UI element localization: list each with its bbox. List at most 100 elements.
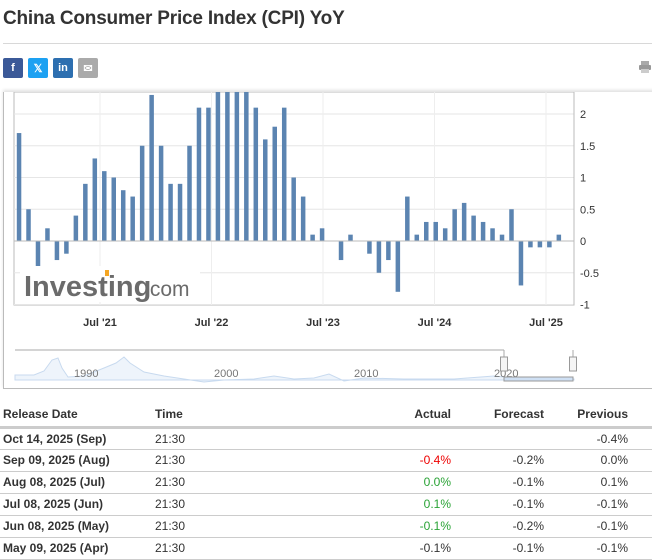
bar-feb-2022[interactable] [178, 184, 183, 241]
bar-oct-2023[interactable] [367, 241, 372, 254]
bar-dec-2020[interactable] [45, 228, 50, 241]
bar-oct-2021[interactable] [140, 146, 145, 241]
cell-actual: -0.1% [364, 537, 454, 559]
bar-jun-2021[interactable] [102, 171, 107, 241]
bar-feb-2025[interactable] [519, 241, 524, 285]
x-tick-label: Jul '21 [83, 317, 117, 329]
bar-apr-2021[interactable] [83, 184, 88, 241]
divider [3, 43, 652, 44]
cell-previous: -0.1% [547, 493, 631, 515]
cell-time: 21:30 [152, 493, 364, 515]
cell-time: 21:30 [152, 427, 364, 449]
bar-apr-2023[interactable] [310, 235, 315, 241]
y-tick-label: -1 [580, 300, 590, 312]
cell-date: May 09, 2025 (Apr) [0, 537, 152, 559]
header-previous[interactable]: Previous [547, 402, 631, 427]
bar-jan-2023[interactable] [282, 108, 287, 241]
cell-forecast: -0.2% [454, 515, 547, 537]
cell-previous: -0.4% [547, 427, 631, 449]
bar-mar-2025[interactable] [528, 241, 533, 247]
header-release-date[interactable]: Release Date [0, 402, 152, 427]
cell-date: Aug 08, 2025 (Jul) [0, 471, 152, 493]
navigator-year-label: 1990 [74, 368, 98, 380]
bar-may-2022[interactable] [206, 108, 211, 241]
x-tick-label: Jul '22 [195, 317, 229, 329]
bar-nov-2023[interactable] [377, 241, 382, 273]
bar-sep-2020[interactable] [17, 133, 22, 241]
left-range-handle[interactable] [501, 357, 508, 371]
bar-jan-2022[interactable] [168, 184, 173, 241]
y-tick-label: 0 [580, 236, 586, 248]
x-twitter-share-icon[interactable]: 𝕏 [28, 58, 48, 78]
cell-time: 21:30 [152, 515, 364, 537]
page-title: China Consumer Price Index (CPI) YoY [3, 8, 345, 30]
bar-apr-2022[interactable] [197, 108, 202, 241]
bar-feb-2023[interactable] [291, 178, 296, 242]
header-actual[interactable]: Actual [364, 402, 454, 427]
bar-oct-2020[interactable] [26, 209, 31, 241]
bar-jun-2025[interactable] [557, 235, 562, 241]
cell-forecast: -0.2% [454, 449, 547, 471]
bar-feb-2021[interactable] [64, 241, 69, 254]
bar-apr-2025[interactable] [538, 241, 543, 247]
bar-mar-2024[interactable] [415, 235, 420, 241]
right-range-handle[interactable] [570, 357, 577, 371]
bar-mar-2021[interactable] [74, 216, 79, 241]
bar-jan-2021[interactable] [55, 241, 60, 260]
bar-nov-2022[interactable] [263, 139, 268, 241]
bar-may-2024[interactable] [433, 222, 438, 241]
bar-apr-2024[interactable] [424, 222, 429, 241]
cell-previous: -0.1% [547, 537, 631, 559]
bar-oct-2024[interactable] [481, 222, 486, 241]
bar-may-2023[interactable] [320, 228, 325, 241]
bar-jun-2024[interactable] [443, 228, 448, 241]
bar-sep-2021[interactable] [130, 197, 135, 241]
cell-time: 21:30 [152, 449, 364, 471]
bar-dec-2023[interactable] [386, 241, 391, 260]
bar-aug-2022[interactable] [235, 92, 240, 241]
cell-date: Sep 09, 2025 (Aug) [0, 449, 152, 471]
bar-jun-2022[interactable] [216, 92, 221, 241]
print-icon[interactable] [638, 60, 652, 74]
bar-jul-2022[interactable] [225, 92, 230, 241]
bar-mar-2022[interactable] [187, 146, 192, 241]
navigator-selected-range[interactable] [504, 377, 573, 381]
cell-actual: -0.1% [364, 515, 454, 537]
bar-oct-2022[interactable] [254, 108, 258, 241]
bar-nov-2021[interactable] [149, 95, 154, 241]
bar-dec-2024[interactable] [500, 235, 505, 241]
bar-nov-2024[interactable] [490, 228, 495, 241]
bar-may-2021[interactable] [93, 158, 98, 241]
bar-mar-2023[interactable] [301, 197, 306, 241]
bar-dec-2022[interactable] [272, 127, 277, 241]
bar-jul-2021[interactable] [112, 178, 117, 242]
bar-sep-2022[interactable] [244, 92, 249, 241]
bar-aug-2021[interactable] [121, 190, 126, 241]
bar-aug-2024[interactable] [462, 203, 467, 241]
cell-actual: 0.0% [364, 471, 454, 493]
bar-jan-2025[interactable] [509, 209, 514, 241]
cell-forecast: -0.1% [454, 493, 547, 515]
cell-date: Jul 08, 2025 (Jun) [0, 493, 152, 515]
facebook-share-icon[interactable]: f [3, 58, 23, 78]
header-forecast[interactable]: Forecast [454, 402, 547, 427]
bar-sep-2024[interactable] [471, 216, 476, 241]
bar-jul-2024[interactable] [452, 209, 457, 241]
bar-may-2025[interactable] [547, 241, 552, 247]
header-time[interactable]: Time [152, 402, 364, 427]
bar-feb-2024[interactable] [405, 197, 410, 241]
cell-forecast [454, 427, 547, 449]
bar-jan-2024[interactable] [396, 241, 401, 292]
email-share-icon[interactable]: ✉ [78, 58, 98, 78]
navigator-year-label: 2010 [354, 368, 378, 380]
bar-dec-2021[interactable] [159, 146, 164, 241]
table-row: May 09, 2025 (Apr)21:30-0.1%-0.1%-0.1% [0, 537, 652, 559]
cell-actual [364, 427, 454, 449]
bar-aug-2023[interactable] [348, 235, 353, 241]
linkedin-share-icon[interactable]: in [53, 58, 73, 78]
bar-jul-2023[interactable] [339, 241, 344, 260]
